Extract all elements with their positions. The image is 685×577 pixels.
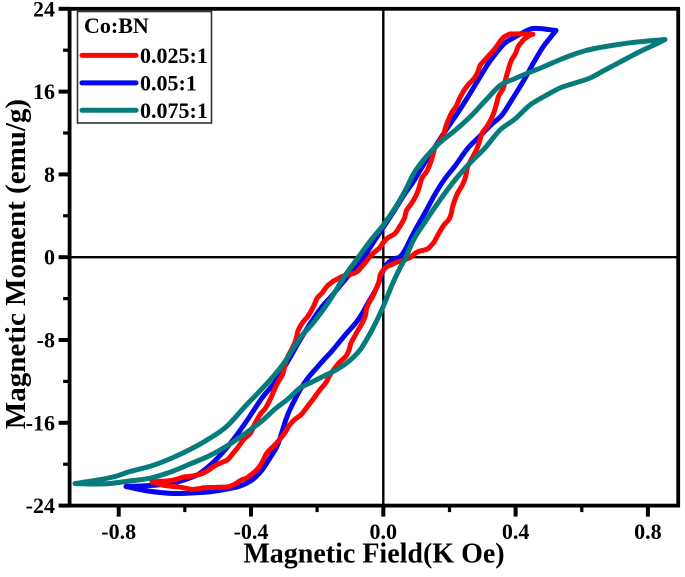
svg-text:0.025:1: 0.025:1: [140, 43, 208, 68]
svg-text:16: 16: [33, 79, 55, 104]
svg-text:Co:BN: Co:BN: [84, 13, 149, 38]
svg-text:-8: -8: [37, 328, 55, 353]
svg-text:-24: -24: [26, 493, 55, 518]
svg-text:0: 0: [44, 245, 55, 270]
svg-text:8: 8: [44, 162, 55, 187]
svg-text:0.0: 0.0: [370, 519, 398, 544]
svg-text:Magnetic Field(K Oe): Magnetic Field(K Oe): [243, 539, 504, 570]
svg-text:24: 24: [33, 0, 55, 21]
svg-text:0.8: 0.8: [634, 519, 662, 544]
svg-text:0.05:1: 0.05:1: [140, 71, 197, 96]
svg-text:-0.4: -0.4: [234, 519, 269, 544]
svg-text:0.075:1: 0.075:1: [140, 98, 208, 123]
svg-text:Magnetic Moment (emu/g): Magnetic Moment (emu/g): [0, 99, 32, 429]
svg-text:-16: -16: [26, 410, 55, 435]
svg-text:0.4: 0.4: [502, 519, 530, 544]
svg-text:-0.8: -0.8: [101, 519, 136, 544]
